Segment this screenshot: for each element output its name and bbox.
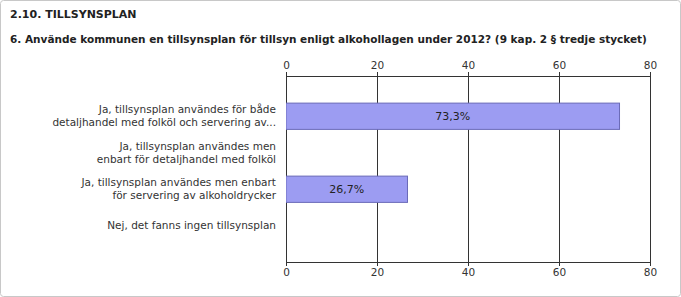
axis-line xyxy=(287,76,651,77)
tick: 40 xyxy=(462,262,475,278)
subtitle: 6. Använde kommunen en tillsynsplan för … xyxy=(10,33,647,45)
bar xyxy=(286,103,620,129)
grid-line xyxy=(650,76,651,262)
tick-mark xyxy=(559,262,560,266)
data-label: 73,3% xyxy=(435,110,470,123)
category-label: Ja, tillsynsplan användes menenbart för … xyxy=(97,140,276,165)
bar xyxy=(286,213,287,239)
tick-label: 0 xyxy=(283,266,290,278)
tick-label: 20 xyxy=(371,59,384,71)
tick-label: 0 xyxy=(283,59,290,71)
tick-mark xyxy=(468,72,469,76)
tick: 0 xyxy=(283,59,290,76)
tick: 20 xyxy=(371,59,384,76)
category-label: Nej, det fanns ingen tillsynsplan xyxy=(107,219,276,231)
x-axis-bottom: 0 20 40 60 80 xyxy=(283,262,657,278)
grid xyxy=(287,76,651,262)
tick-mark xyxy=(650,262,651,266)
bar xyxy=(286,176,407,202)
tick-label: 80 xyxy=(644,59,657,71)
tick: 60 xyxy=(553,262,566,278)
tick-label: 20 xyxy=(371,266,384,278)
tick: 20 xyxy=(371,262,384,278)
tick-mark xyxy=(377,262,378,266)
tick: 0 xyxy=(283,262,290,278)
tick-label: 40 xyxy=(462,59,475,71)
tick: 80 xyxy=(644,59,657,76)
tick-mark xyxy=(559,72,560,76)
frame xyxy=(1,1,681,297)
tick: 60 xyxy=(553,59,566,76)
category-label: Ja, tillsynsplan användes för bådedetalj… xyxy=(52,103,276,128)
data-label: 26,7% xyxy=(329,183,364,196)
tick-mark xyxy=(286,262,287,266)
tick-label: 40 xyxy=(462,266,475,278)
title: 2.10. TILLSYNSPLAN xyxy=(10,8,137,21)
tick-mark xyxy=(468,262,469,266)
tick-mark xyxy=(286,72,287,76)
category-label: Ja, tillsynsplan användes men enbartför … xyxy=(80,176,276,201)
tick: 80 xyxy=(644,262,657,278)
tick-label: 80 xyxy=(644,266,657,278)
tick-mark xyxy=(650,72,651,76)
tick-mark xyxy=(377,72,378,76)
bars xyxy=(286,103,620,202)
tick-label: 60 xyxy=(553,266,566,278)
bar xyxy=(286,140,287,166)
tick: 40 xyxy=(462,59,475,76)
x-axis-top: 0 20 40 60 80 xyxy=(283,59,657,77)
tick-label: 60 xyxy=(553,59,566,71)
